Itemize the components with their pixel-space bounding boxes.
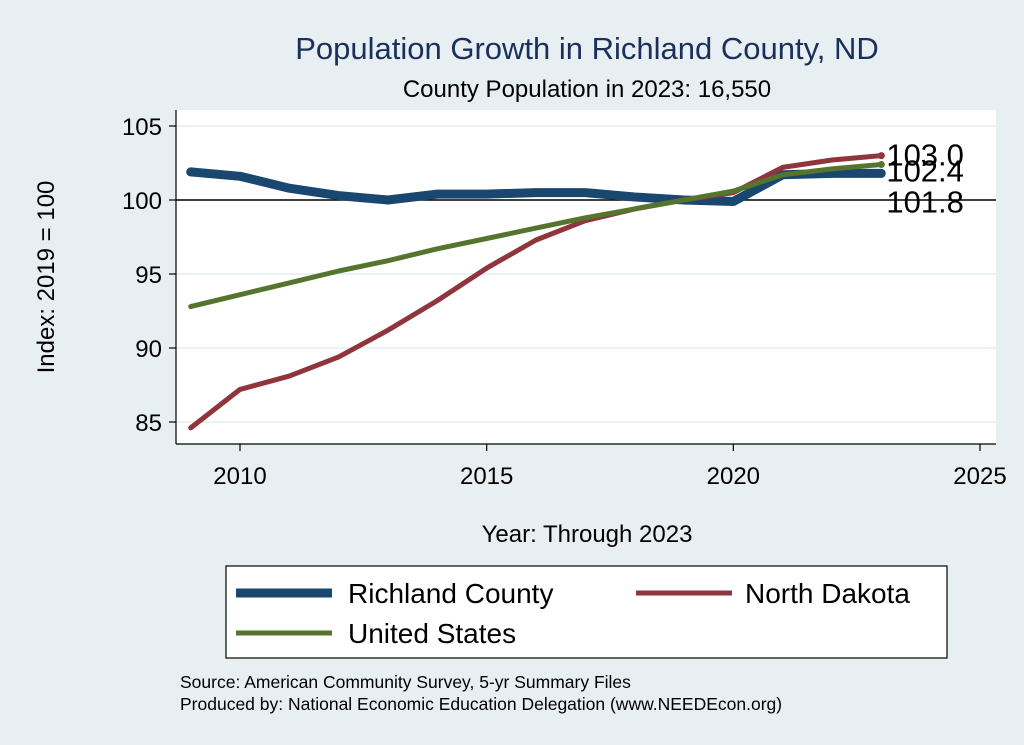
end-label-1: 103.0 — [886, 138, 964, 173]
legend-label-1: North Dakota — [745, 578, 910, 609]
legend-box — [225, 565, 948, 659]
grid-lines — [176, 125, 996, 423]
y-tick-label-105: 105 — [122, 114, 162, 141]
chart-title: Population Growth in Richland County, ND — [295, 31, 879, 66]
y-axis-label: Index: 2019 = 100 — [33, 181, 60, 374]
series-line-united-states — [188, 162, 884, 310]
x-tick-label-2020: 2020 — [707, 463, 760, 490]
x-tick-label-2010: 2010 — [213, 463, 266, 490]
x-axis-ticks: 2010 2015 2020 2025 — [213, 444, 1007, 490]
x-tick-label-2025: 2025 — [953, 463, 1006, 490]
legend-label-2: United States — [348, 618, 516, 649]
source-note: Source: American Community Survey, 5-yr … — [180, 672, 631, 692]
end-label-2: 102.4 — [886, 154, 964, 189]
series-end-marker-2 — [877, 160, 885, 168]
end-label-0: 101.8 — [886, 185, 964, 220]
plot-area — [176, 110, 996, 444]
y-tick-label-85: 85 — [135, 410, 162, 437]
legend: Richland County North Dakota United States — [236, 578, 910, 649]
series-end-marker-1 — [877, 152, 885, 160]
x-axis-label: Year: Through 2023 — [482, 521, 693, 548]
x-tick-label-2015: 2015 — [460, 463, 513, 490]
series-line-richland-county — [186, 167, 886, 206]
legend-label-0: Richland County — [348, 578, 553, 609]
producer-note: Produced by: National Economic Education… — [180, 694, 782, 714]
y-tick-label-90: 90 — [135, 336, 162, 363]
y-tick-label-95: 95 — [135, 262, 162, 289]
series-layer — [186, 152, 886, 431]
y-tick-label-100: 100 — [122, 188, 162, 215]
chart-subtitle: County Population in 2023: 16,550 — [403, 76, 771, 103]
series-line-north-dakota — [188, 153, 884, 431]
series-end-marker-0 — [877, 169, 885, 177]
y-axis-ticks: 85 90 95 100 105 — [122, 114, 176, 437]
